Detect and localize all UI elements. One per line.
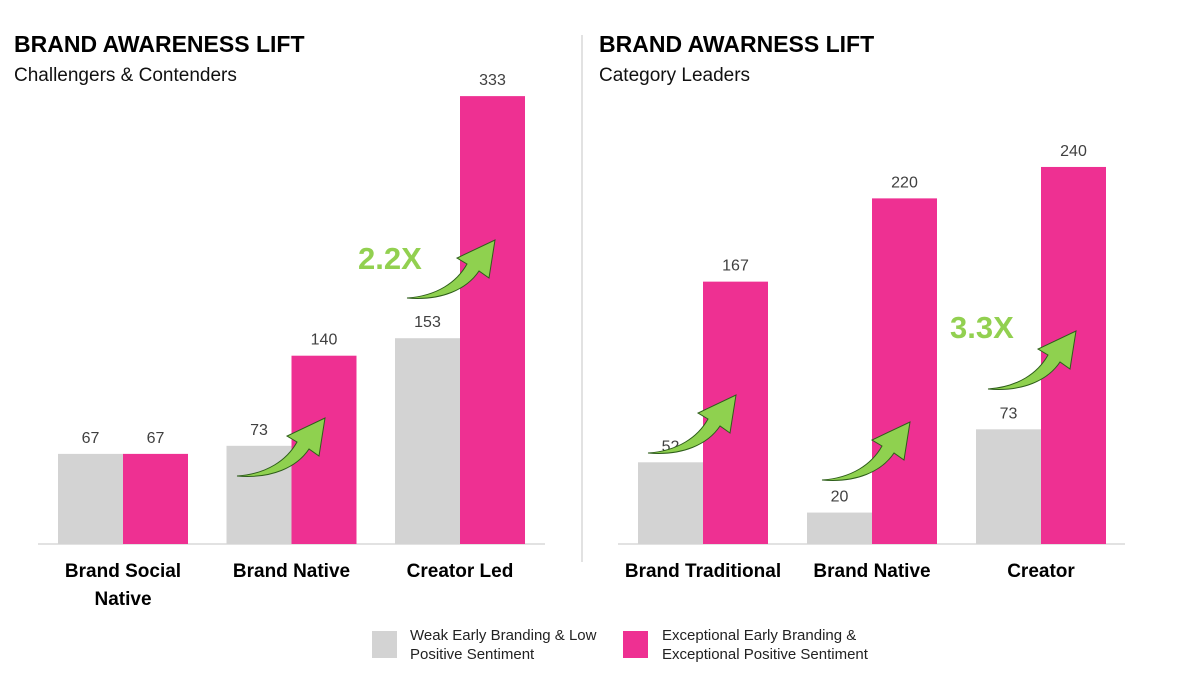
- x-tick-label-box: Creator Led: [406, 561, 514, 582]
- annotation: 3.3X: [950, 310, 1014, 345]
- value-label: 140: [311, 332, 338, 349]
- legend-label: Weak Early Branding & Low Positive Senti…: [410, 627, 597, 663]
- value-label: 333: [479, 72, 506, 89]
- legend-label: Exceptional Early Branding & Exceptional…: [662, 627, 868, 663]
- x-tick-label-box: Creator: [1007, 561, 1075, 582]
- annotation: 2.2X: [358, 241, 422, 276]
- x-tick-label-box: Brand Traditional: [624, 561, 782, 582]
- bar: [123, 453, 188, 544]
- bar: [976, 429, 1041, 544]
- x-tick-label-box: Brand Native: [813, 561, 931, 582]
- chart-subtitle: Category Leaders: [599, 65, 750, 86]
- value-label: 20: [831, 489, 849, 506]
- value-label: 240: [1060, 143, 1087, 160]
- x-tick-label: Brand Social Native: [64, 561, 182, 610]
- bar: [638, 462, 703, 544]
- value-label: 220: [891, 174, 918, 191]
- value-label: 167: [722, 258, 749, 275]
- arrows: [236, 239, 1077, 481]
- bar: [872, 198, 937, 544]
- bar: [58, 453, 123, 544]
- x-tick-label: Brand Native: [813, 561, 931, 582]
- bar: [807, 512, 872, 544]
- legend-swatch: [372, 631, 397, 658]
- x-tick-label: Creator Led: [406, 561, 514, 582]
- legend: Weak Early Branding & Low Positive Senti…: [372, 627, 868, 663]
- x-tick-label: Brand Native: [232, 561, 351, 582]
- legend-swatch: [623, 631, 648, 658]
- legend-label-box: Exceptional Early Branding & Exceptional…: [662, 627, 868, 663]
- chart-subtitle: Challengers & Contenders: [14, 65, 237, 86]
- value-label: 153: [414, 314, 441, 331]
- x-tick-label-box: Brand Social Native: [64, 561, 182, 610]
- chart-title: BRAND AWARENESS LIFT: [14, 31, 305, 57]
- value-label: 73: [1000, 405, 1018, 422]
- x-tick-label: Creator: [1007, 561, 1075, 582]
- value-label: 67: [147, 430, 165, 447]
- value-label: 67: [82, 430, 100, 447]
- x-tick-label-box: Brand Native: [232, 561, 351, 582]
- chart-title: BRAND AWARNESS LIFT: [599, 31, 874, 57]
- bar: [395, 338, 460, 544]
- bar: [460, 96, 525, 545]
- legend-label-box: Weak Early Branding & Low Positive Senti…: [410, 627, 597, 663]
- x-tick-label: Brand Traditional: [624, 561, 782, 582]
- value-label: 73: [250, 422, 268, 439]
